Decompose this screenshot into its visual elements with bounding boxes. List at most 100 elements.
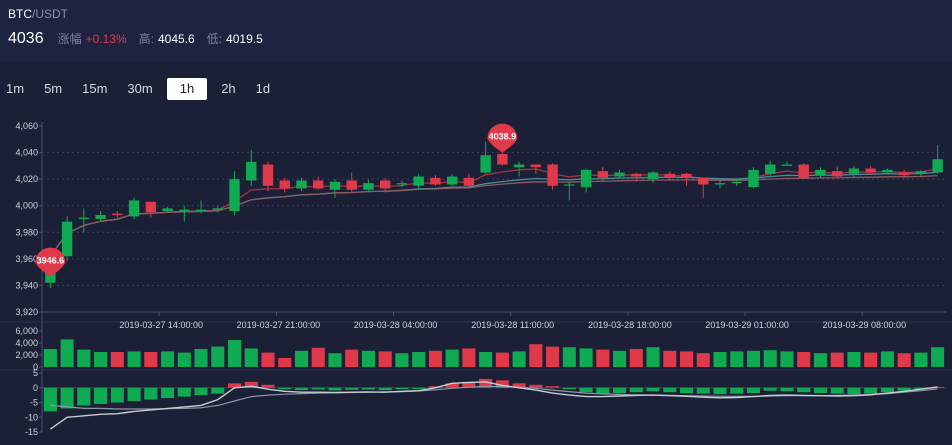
marker-shape <box>487 123 518 153</box>
high-value: 4045.6 <box>158 32 195 46</box>
macd-histogram-bar <box>361 387 375 390</box>
macd-tick-label: 0 <box>33 383 38 393</box>
volume-bar <box>512 351 526 367</box>
macd-histogram-bar <box>830 387 844 394</box>
macd-histogram-bar <box>663 387 677 393</box>
change-value: +0.13% <box>85 32 127 46</box>
candle-body <box>246 161 257 181</box>
volume-bar <box>244 348 258 367</box>
candle-body <box>179 209 190 212</box>
volume-bar <box>897 353 911 367</box>
tab-2h[interactable]: 2h <box>221 81 236 96</box>
macd-histogram-bar <box>864 387 878 394</box>
marker-shape <box>35 247 66 277</box>
time-tick-label: 2019-03-28 11:00:00 <box>471 320 554 330</box>
volume-bar <box>395 353 409 367</box>
macd-histogram-bar <box>813 387 827 394</box>
candle-body <box>430 177 441 185</box>
candle-body <box>631 173 642 177</box>
tab-1m[interactable]: 1m <box>6 81 25 96</box>
candle-body <box>396 183 408 185</box>
macd-histogram-bar <box>428 386 442 388</box>
volume-bar <box>227 340 242 367</box>
macd-histogram-bar <box>43 387 57 412</box>
candle-body <box>932 159 943 173</box>
macd-histogram-bar <box>395 387 409 390</box>
price-tick-label: 3,960 <box>15 254 38 264</box>
min-price-label: 3946.6 <box>37 256 65 266</box>
volume-tick-label: 0 <box>33 362 38 372</box>
candle-body <box>363 183 374 190</box>
max-price-marker: 4038.9 <box>487 123 518 153</box>
tab-1h[interactable]: 1h <box>166 78 208 100</box>
volume-tick-label: 6,000 <box>15 326 38 336</box>
time-tick-label: 2019-03-27 14:00:00 <box>119 320 203 330</box>
volume-bar <box>713 352 727 367</box>
macd-tick-label: -15 <box>25 427 38 437</box>
volume-bar <box>60 339 74 367</box>
low-value: 4019.5 <box>226 32 263 46</box>
candle-body <box>564 184 575 186</box>
volume-bar <box>127 351 141 367</box>
volume-bar <box>579 348 593 367</box>
volume-bar <box>261 352 275 367</box>
macd-histogram-bar <box>746 387 761 394</box>
macd-histogram-bar <box>797 387 811 393</box>
candle-body <box>865 168 876 173</box>
candle-body <box>195 209 207 212</box>
candle-body <box>78 217 90 219</box>
macd-histogram-bar <box>679 387 694 394</box>
macd-histogram-bar <box>161 387 175 399</box>
candle-body <box>714 183 726 185</box>
last-price: 4036 <box>8 30 44 47</box>
candle-body <box>530 164 542 168</box>
volume-bar <box>144 352 158 367</box>
volume-bar <box>596 349 610 367</box>
macd-histogram-bar <box>880 387 894 393</box>
volume-bar <box>546 346 560 367</box>
macd-histogram-bar <box>897 387 911 391</box>
candle-body <box>915 171 927 174</box>
volume-bar <box>43 349 57 367</box>
tab-5m[interactable]: 5m <box>44 81 63 96</box>
ticker-stats: 4036 涨幅 +0.13% 高: 4045.6 低: 4019.5 <box>8 30 275 48</box>
tab-1d[interactable]: 1d <box>255 81 271 96</box>
pair-quote: /USDT <box>32 7 68 21</box>
ma-long-line <box>49 174 938 257</box>
candle-body <box>95 215 106 219</box>
volume-bar <box>696 353 710 367</box>
candle-body <box>748 169 759 188</box>
candle-body <box>112 213 123 216</box>
price-tick-label: 3,940 <box>15 280 38 290</box>
volume-bar <box>211 346 225 367</box>
macd-histogram-bar <box>127 387 141 402</box>
macd-histogram-bar <box>77 387 91 406</box>
macd-histogram-bar <box>529 384 543 388</box>
candle-body <box>480 155 491 173</box>
volume-tick-label: 2,000 <box>15 350 38 360</box>
volume-bar <box>94 352 108 367</box>
candle-body <box>513 164 525 168</box>
volume-bar <box>629 349 643 367</box>
volume-bar <box>864 352 878 367</box>
macd-histogram-bar <box>914 387 928 390</box>
max-price-label: 4038.9 <box>489 132 517 142</box>
price-tick-label: 4,040 <box>15 148 38 158</box>
tab-15m[interactable]: 15m <box>82 81 108 96</box>
candle-body <box>229 179 240 212</box>
macd-histogram-bar <box>278 387 292 390</box>
candle-body <box>815 169 826 176</box>
macd-histogram-bar <box>847 387 861 395</box>
tab-30m[interactable]: 30m <box>127 81 153 96</box>
volume-bar <box>345 349 359 367</box>
macd-histogram-bar <box>495 380 509 388</box>
volume-bar <box>194 349 208 367</box>
candle-body <box>898 172 910 176</box>
candle-body <box>681 173 692 178</box>
pair-base: BTC <box>8 7 32 21</box>
macd-histogram-bar <box>244 381 258 388</box>
price-tick-label: 4,060 <box>15 121 38 131</box>
volume-bar <box>797 352 811 367</box>
candle-body <box>497 154 508 165</box>
